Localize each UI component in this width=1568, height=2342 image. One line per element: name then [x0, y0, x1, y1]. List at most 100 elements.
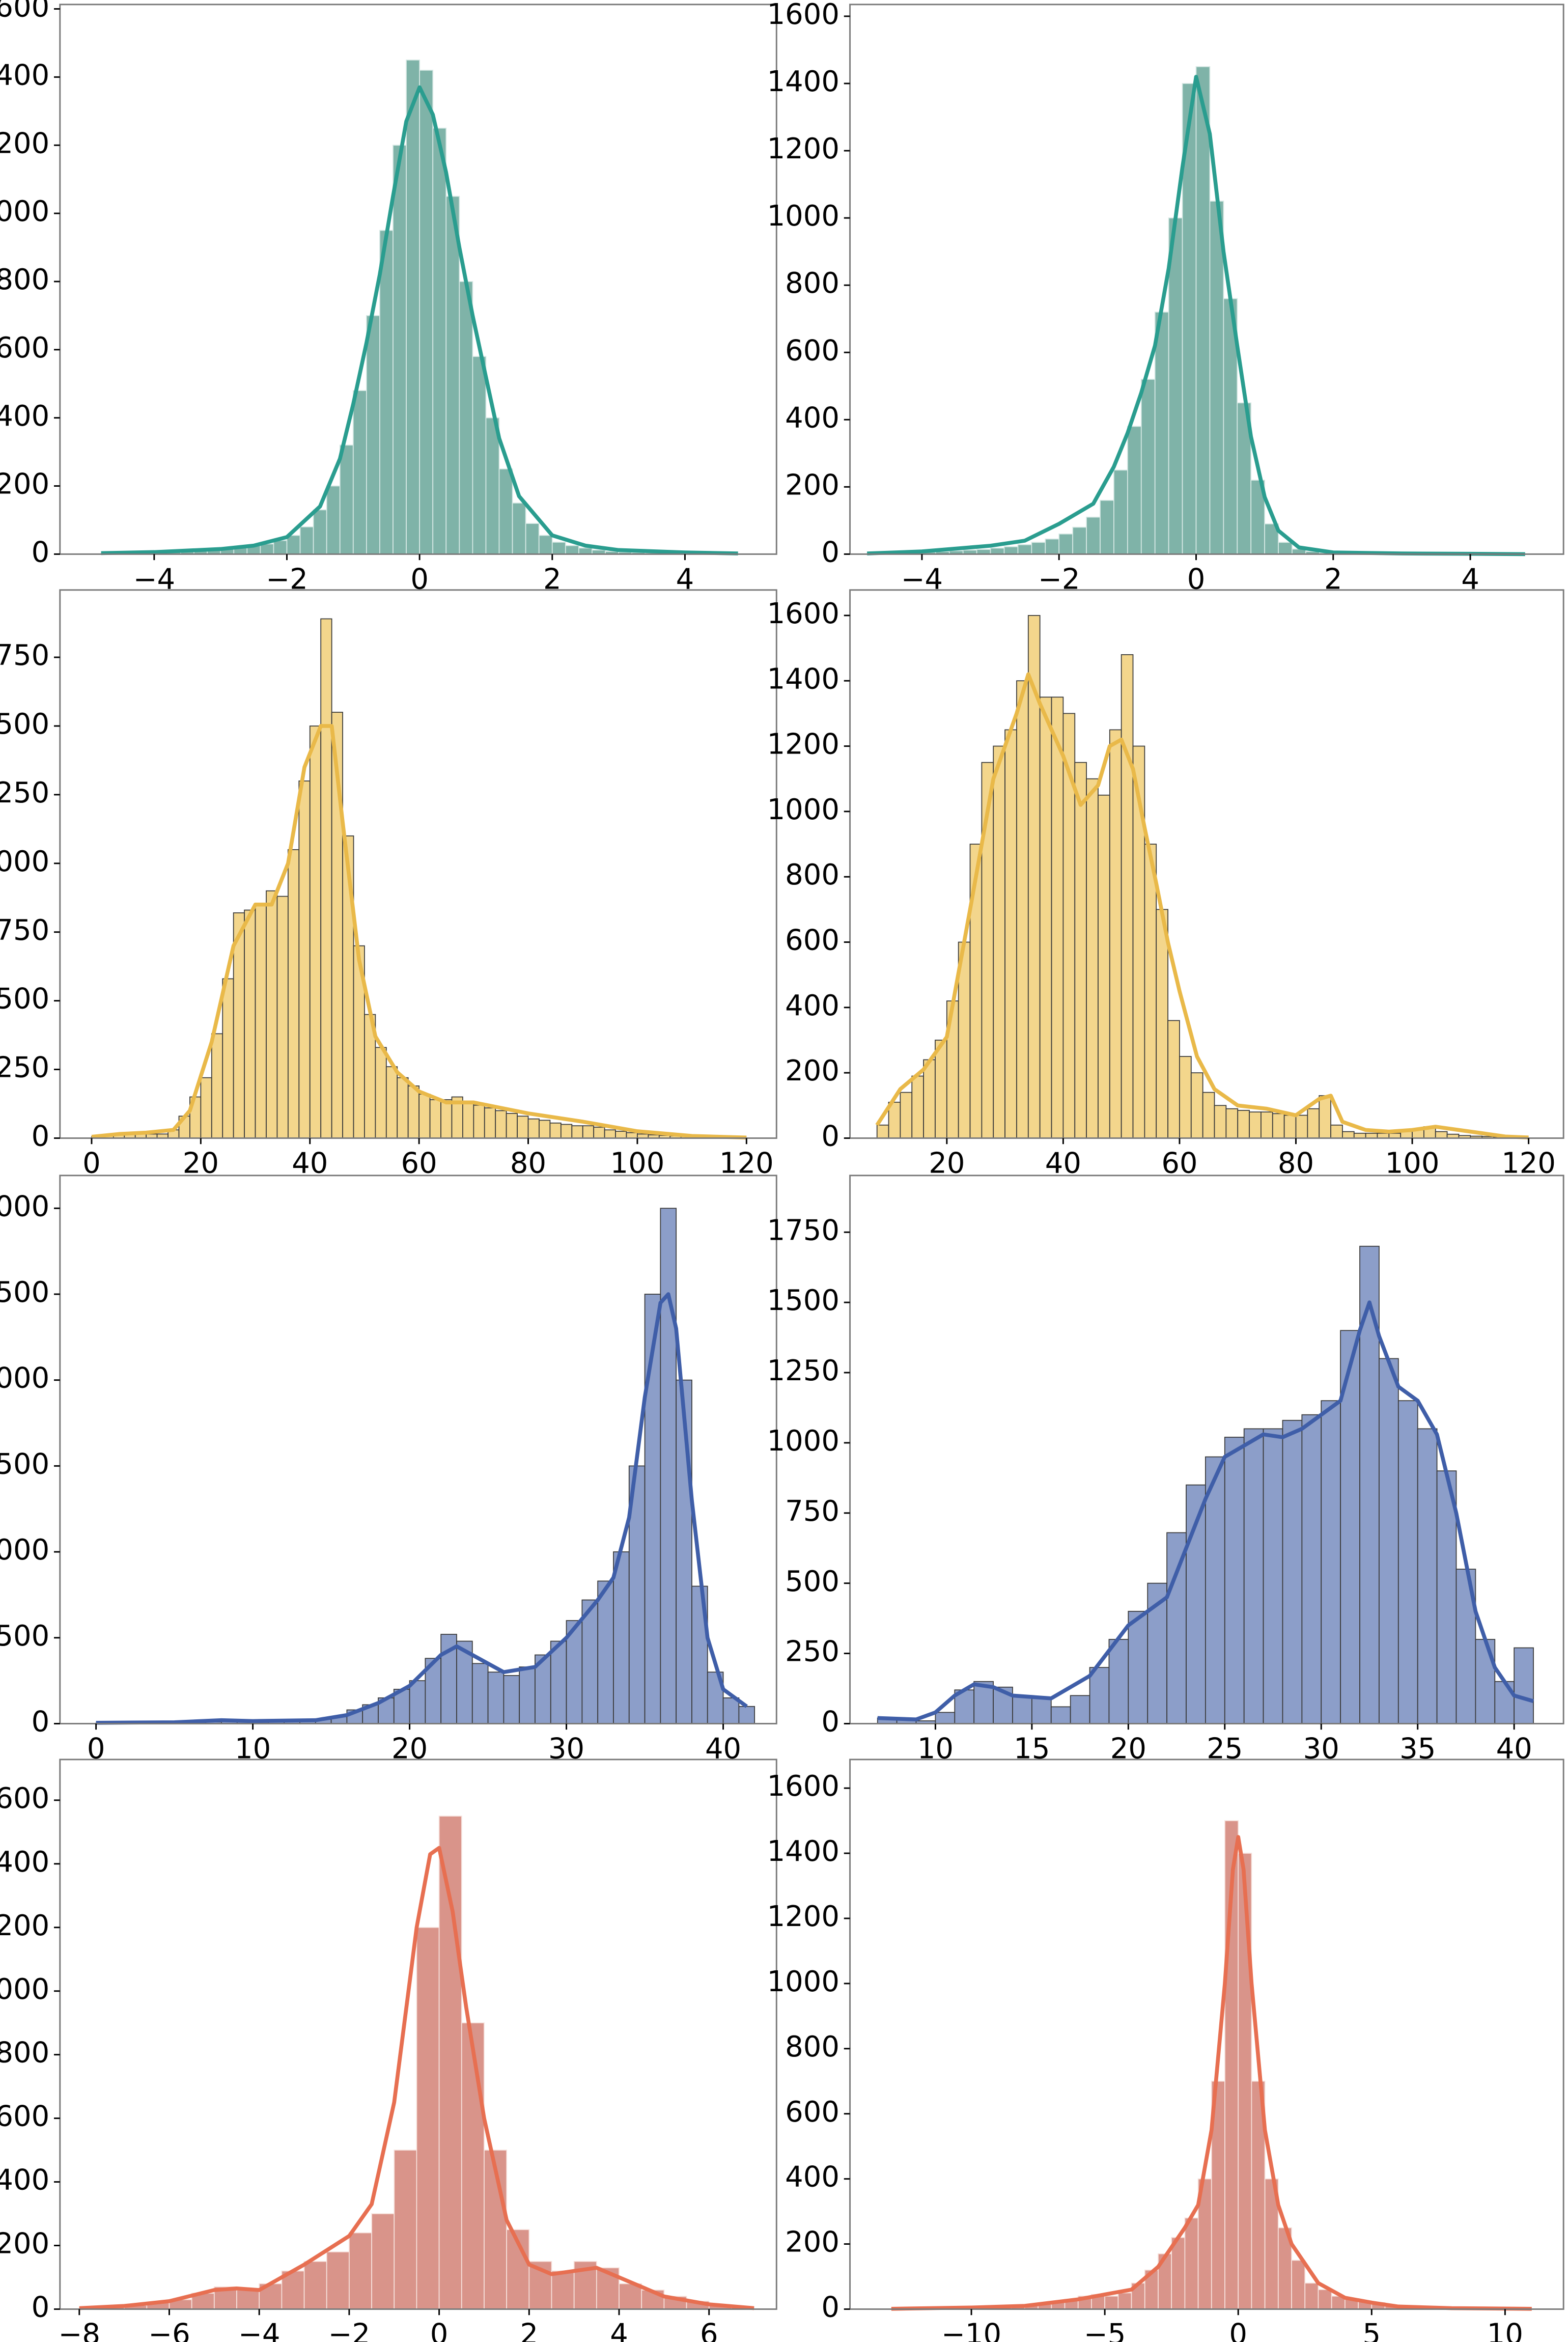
y-tick-label: 0: [32, 536, 50, 569]
bar: [566, 1620, 583, 1724]
bar: [565, 545, 579, 555]
bar: [935, 1712, 956, 1724]
bar: [1282, 1419, 1303, 1724]
bar: [418, 1094, 431, 1139]
y-tick-label: 400: [785, 401, 839, 434]
y-tick-label: 800: [785, 858, 839, 891]
bar: [539, 1120, 551, 1139]
panel: 20 40 60 80 100 12002004006008001000120014001…: [767, 589, 1564, 1180]
bar: [1004, 729, 1017, 1139]
bar: [495, 1110, 507, 1139]
x-tick-label: 120: [1501, 1147, 1556, 1180]
y-tick-label: 1750: [767, 1214, 839, 1247]
bar: [1301, 1414, 1322, 1724]
bar: [273, 540, 288, 555]
bar: [1514, 1647, 1534, 1724]
bar: [419, 70, 434, 555]
y-tick-label: 200: [785, 469, 839, 502]
bar: [551, 542, 566, 555]
bar: [538, 535, 553, 555]
bar: [1238, 1853, 1252, 2310]
x-tick-label: 0: [1187, 563, 1206, 596]
bar: [1012, 1695, 1032, 1724]
bar: [1330, 1124, 1343, 1139]
bar: [484, 1107, 496, 1139]
bar: [738, 1706, 755, 1724]
x-tick-label: 40: [292, 1147, 328, 1180]
x-tick-label: 2: [520, 2318, 539, 2342]
x-tick-label: −4: [901, 563, 943, 596]
y-tick-label: 1600: [767, 1770, 839, 1803]
y-tick-label: 0: [821, 1120, 839, 1153]
bar: [472, 356, 487, 555]
bar: [276, 896, 289, 1139]
bar: [1050, 1706, 1071, 1724]
axes-frame: [849, 1759, 1564, 2310]
bar: [471, 1663, 489, 1724]
bar: [615, 1131, 627, 1139]
bar: [1031, 542, 1046, 555]
x-tick-label: 30: [1303, 1732, 1339, 1765]
bar: [1051, 696, 1064, 1139]
bar: [722, 1697, 740, 1724]
x-tick-label: −6: [148, 2318, 190, 2342]
bar: [320, 618, 332, 1139]
bar: [993, 745, 1005, 1139]
y-tick-label: 3000: [0, 1190, 49, 1223]
kde-line: [867, 74, 1525, 556]
bar: [313, 509, 327, 555]
bar: [1278, 542, 1293, 555]
bar: [1127, 426, 1142, 555]
y-tick-label: 1600: [0, 0, 49, 24]
bar: [1397, 1400, 1418, 1724]
x-tick-label: −2: [266, 563, 307, 596]
y-tick-label: 1400: [0, 59, 49, 92]
y-tick-label: 500: [785, 1565, 839, 1598]
x-tick-label: 0: [87, 1732, 105, 1765]
bar: [1494, 1681, 1515, 1724]
axes-frame: [849, 1175, 1564, 1724]
y-tick-label: 1000: [767, 1425, 839, 1458]
y-tick-label: 200: [0, 468, 49, 501]
x-tick-label: 80: [1278, 1147, 1314, 1180]
x-tick-label: 0: [430, 2318, 449, 2342]
x-tick-label: 35: [1399, 1732, 1436, 1765]
bar: [1017, 544, 1032, 555]
x-tick-label: −4: [238, 2318, 280, 2342]
bar: [1154, 312, 1169, 555]
y-tick-label: 600: [785, 924, 839, 957]
bar: [1202, 1092, 1215, 1139]
bar: [1205, 1456, 1225, 1724]
y-tick-label: 1500: [767, 1284, 839, 1317]
y-tick-label: 800: [785, 2030, 839, 2064]
y-tick-label: 400: [0, 400, 49, 433]
x-tick-label: 0: [82, 1147, 101, 1180]
bar: [503, 1675, 520, 1724]
bar: [462, 1102, 474, 1139]
y-tick-label: 1000: [767, 793, 839, 826]
x-tick-label: 2: [1324, 563, 1342, 596]
y-tick-label: 1200: [767, 132, 839, 165]
bar: [429, 1099, 441, 1139]
bar: [1072, 526, 1087, 555]
y-tick-label: 600: [0, 2100, 49, 2133]
panel: −4 −2 0 2 4 0 200 400 600 800 1000 1200 1400 1600: [0, 0, 777, 596]
bar: [1321, 1400, 1341, 1724]
y-tick-label: 1400: [767, 1835, 839, 1868]
y-tick-label: 1600: [0, 1782, 49, 1815]
y-tick-label: 1400: [0, 1846, 49, 1879]
bar: [1283, 1114, 1297, 1139]
axes-frame: [59, 1759, 777, 2310]
bar: [660, 1208, 677, 1724]
bar: [498, 468, 513, 555]
y-tick-label: 1200: [0, 127, 49, 160]
bar: [397, 1077, 409, 1139]
bar: [461, 2022, 485, 2310]
y-tick-label: 750: [0, 914, 49, 947]
x-tick-label: 10: [917, 1732, 954, 1765]
kde-line: [875, 672, 1529, 1139]
y-tick-label: 1000: [767, 200, 839, 233]
x-tick-label: 20: [391, 1732, 428, 1765]
bar: [1291, 2260, 1306, 2310]
x-tick-label: 20: [1110, 1732, 1146, 1765]
